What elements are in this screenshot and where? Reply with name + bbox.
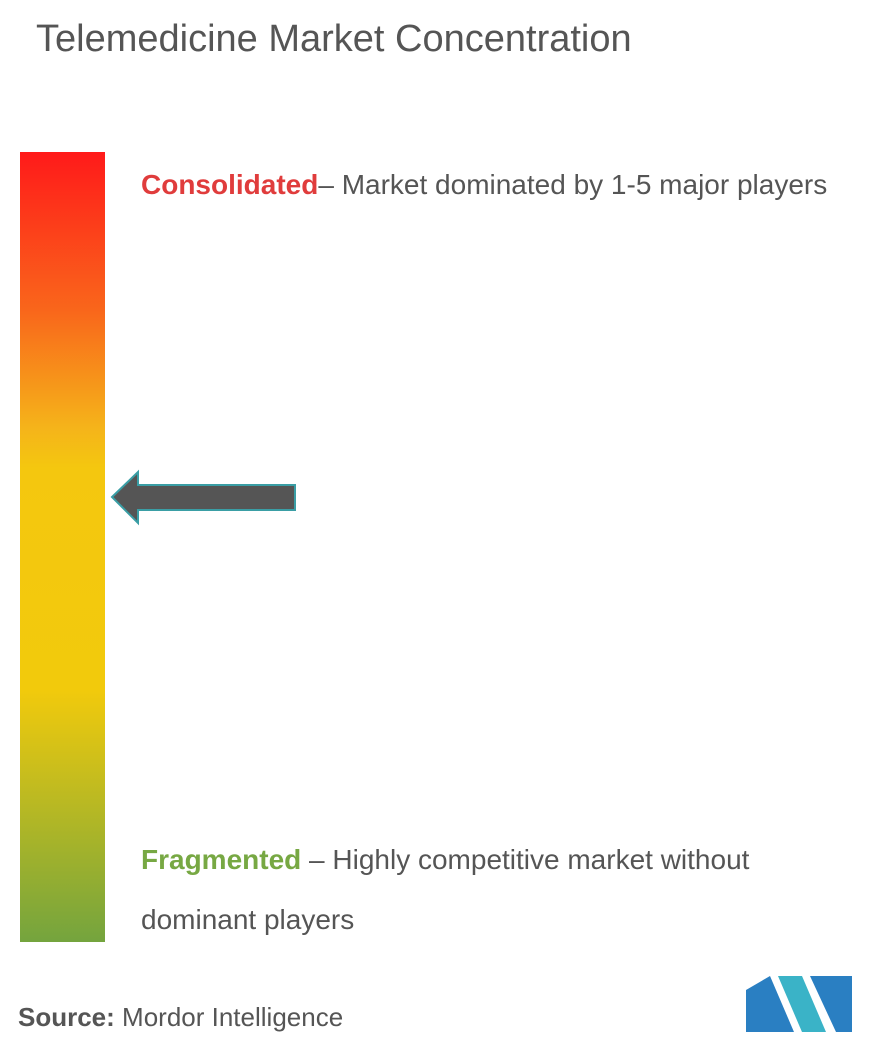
fragmented-text: Fragmented – Highly competitive market w…: [141, 830, 831, 950]
logo: [746, 976, 852, 1032]
consolidated-description: – Market dominated by 1-5 major players: [318, 169, 828, 200]
fragmented-label: Fragmented: [141, 844, 302, 875]
source: Source: Mordor Intelligence: [18, 1002, 343, 1033]
consolidated-text: Consolidated– Market dominated by 1-5 ma…: [141, 155, 831, 215]
source-name: Mordor Intelligence: [122, 1002, 344, 1032]
concentration-scale: [20, 152, 105, 942]
fragmented-description: – Highly competitive market without domi…: [141, 844, 750, 935]
position-arrow: [110, 469, 296, 526]
consolidated-label: Consolidated: [141, 169, 319, 200]
source-label: Source:: [18, 1002, 115, 1032]
title: Telemedicine Market Concentration: [36, 18, 632, 60]
